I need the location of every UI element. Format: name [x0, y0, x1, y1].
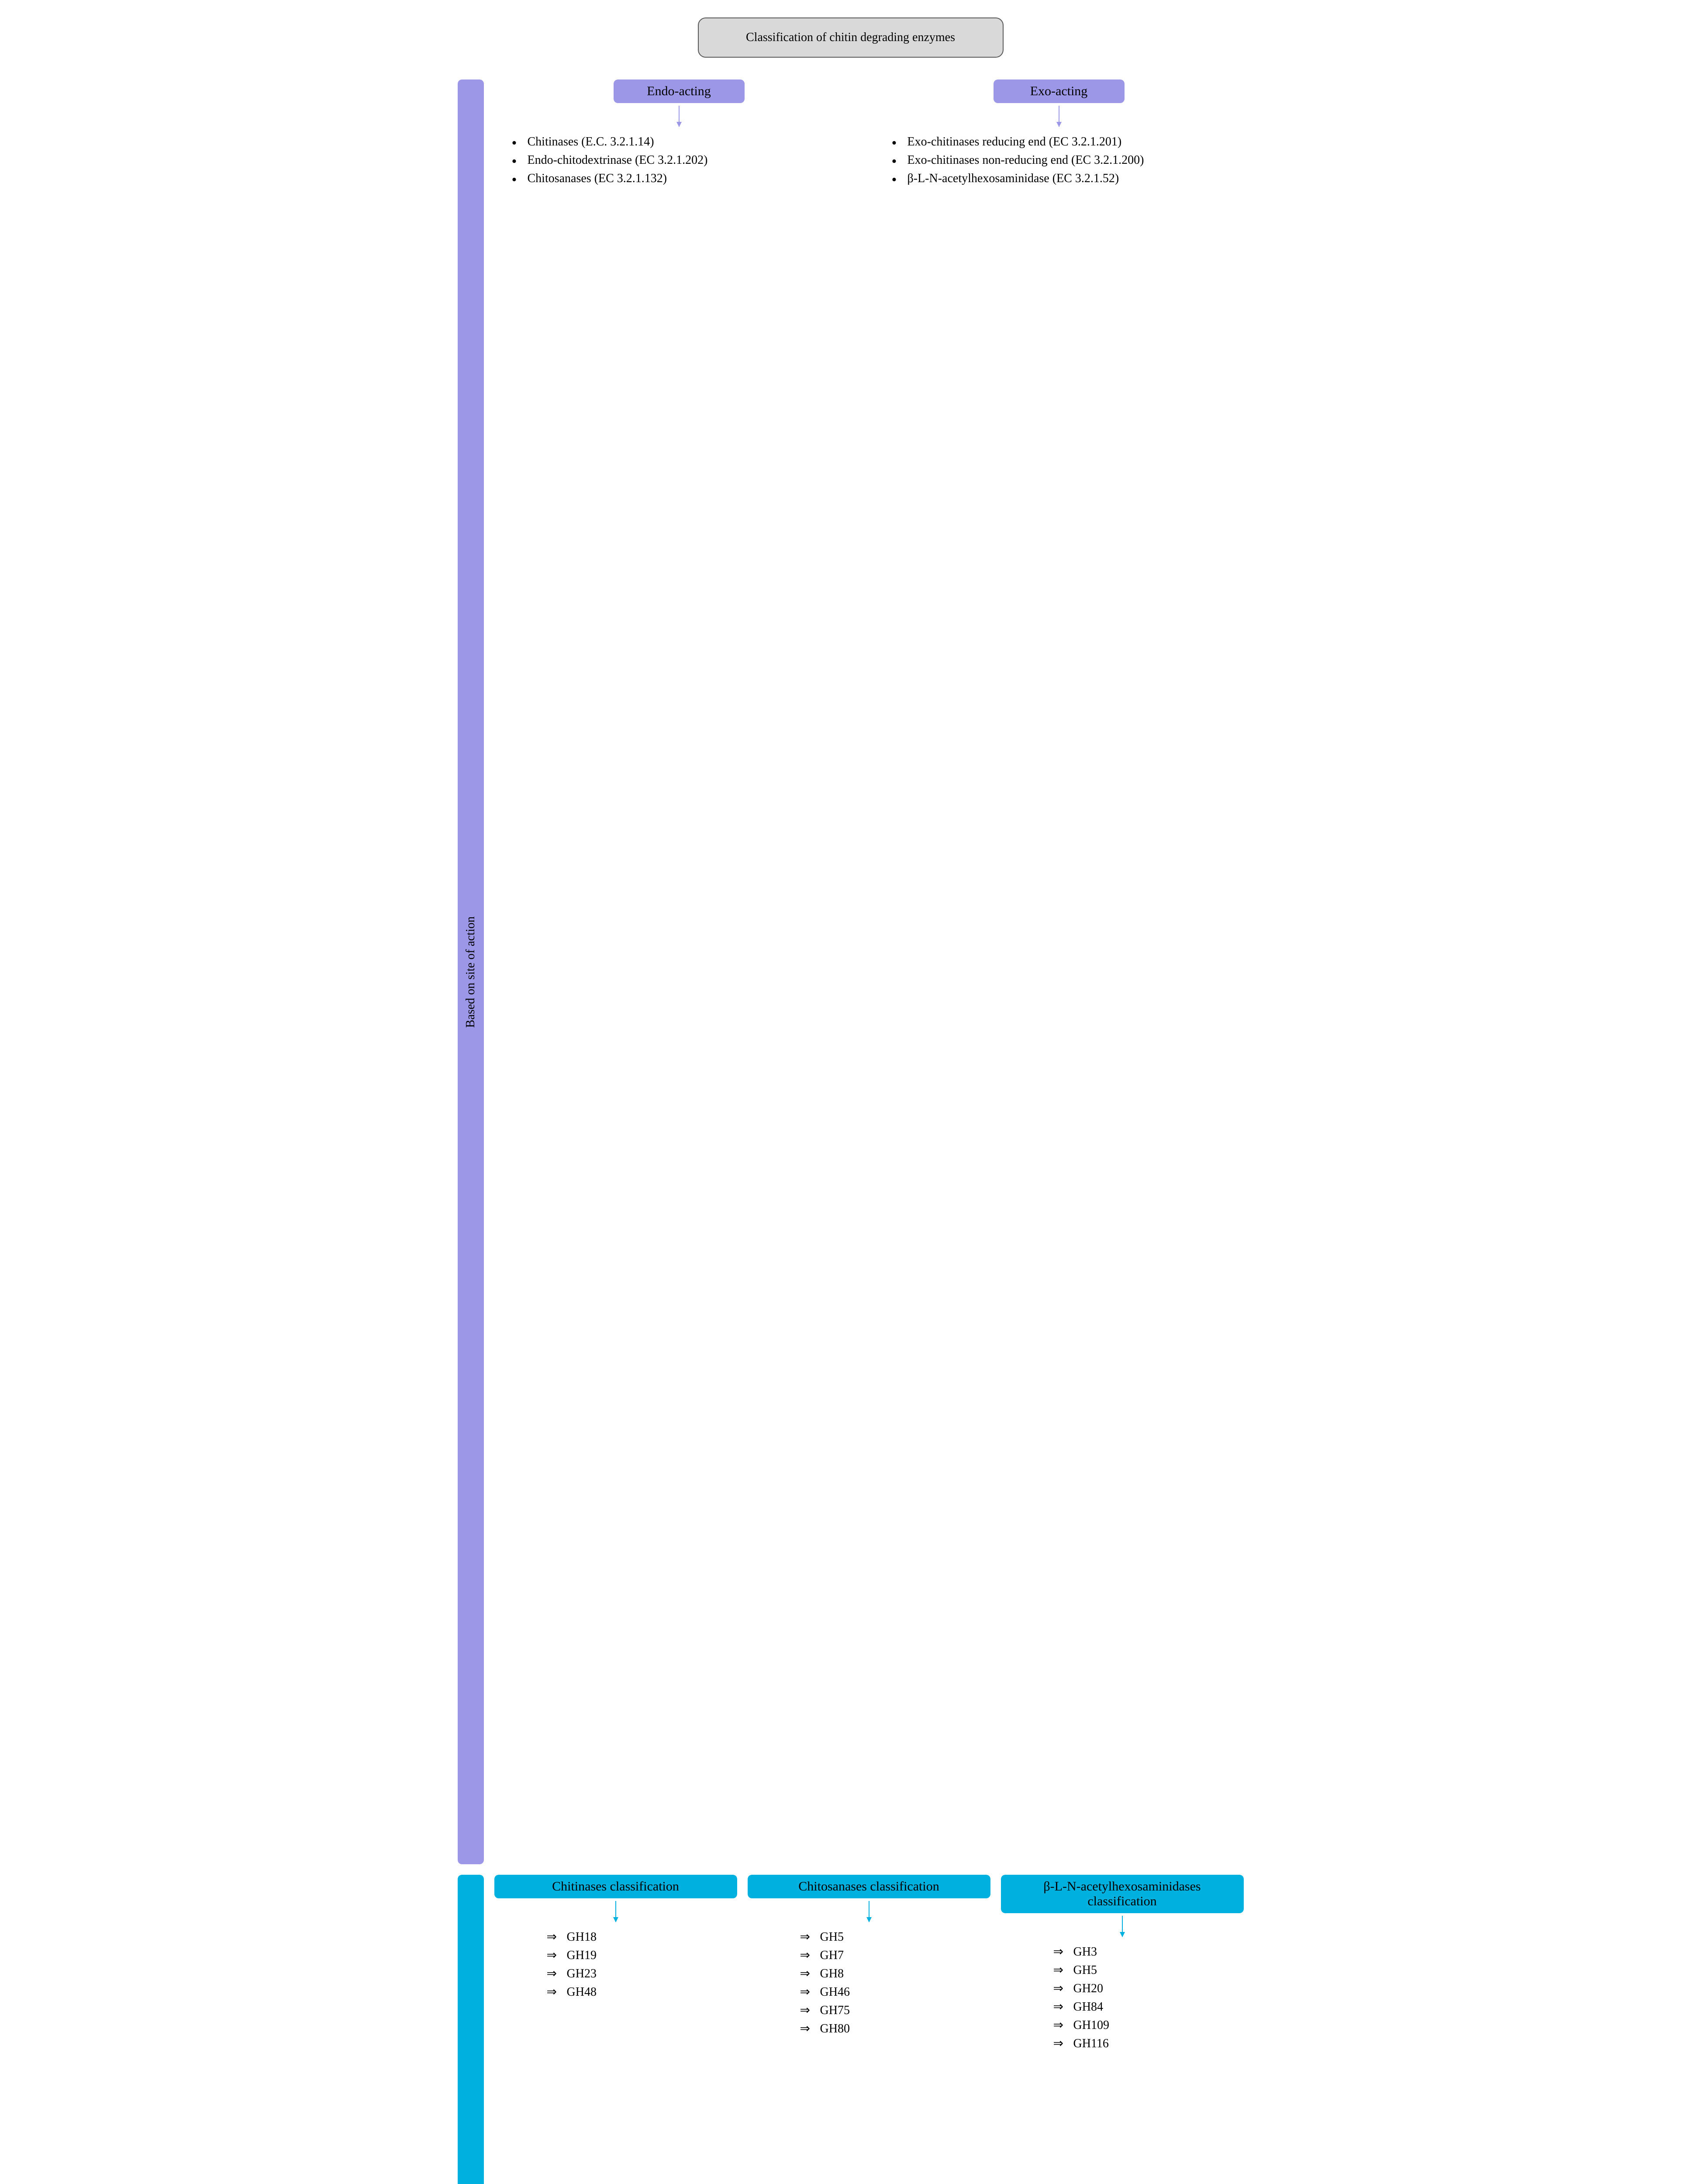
- list-item: GH7: [800, 1946, 990, 1965]
- title-box: Classification of chitin degrading enzym…: [698, 17, 1004, 58]
- list-item: GH84: [1053, 1998, 1244, 2016]
- list-item: GH20: [1053, 1980, 1244, 1998]
- classification-header: β-L-N-acetylhexosaminidases classificati…: [1001, 1875, 1244, 1913]
- list-item: GH5: [800, 1928, 990, 1946]
- list-item: Chitosanases (EC 3.2.1.132): [512, 169, 864, 188]
- exo-enzyme-list: Exo-chitinases reducing end (EC 3.2.1.20…: [874, 133, 1244, 188]
- list-item: GH5: [1053, 1961, 1244, 1980]
- list-item: GH8: [800, 1965, 990, 1983]
- chip-label: Exo-acting: [1030, 84, 1088, 98]
- gh-family-list: GH18GH19GH23GH48: [494, 1928, 737, 2001]
- list-item: Exo-chitinases non-reducing end (EC 3.2.…: [892, 151, 1244, 169]
- classification-header: Chitinases classification: [494, 1875, 737, 1898]
- list-item: GH23: [547, 1965, 737, 1983]
- classification-header: Chitosanases classification: [748, 1875, 990, 1898]
- gh-family-list: GH5GH7GH8GH46GH75GH80: [748, 1928, 990, 2038]
- list-item: GH19: [547, 1946, 737, 1965]
- side-tab-site-of-action: Based on site of action: [458, 79, 484, 1864]
- list-item: GH3: [1053, 1943, 1244, 1961]
- page-title: Classification of chitin degrading enzym…: [746, 31, 955, 44]
- list-item: GH109: [1053, 2016, 1244, 2035]
- header-endo-acting: Endo-acting: [614, 79, 745, 103]
- list-item: GH48: [547, 1983, 737, 2001]
- side-tab-label: Based on site of action: [464, 916, 478, 1027]
- list-item: GH18: [547, 1928, 737, 1946]
- list-item: Exo-chitinases reducing end (EC 3.2.1.20…: [892, 133, 1244, 151]
- list-item: Endo-chitodextrinase (EC 3.2.1.202): [512, 151, 864, 169]
- arrow-down-icon: [1122, 1916, 1123, 1937]
- gh-family-list: GH3GH5GH20GH84GH109GH116: [1001, 1943, 1244, 2053]
- classification-column: Chitinases classification GH18GH19GH23GH4…: [494, 1875, 737, 2060]
- section-amino-acid: Based on amino acid sequence Chitinases …: [458, 1875, 1244, 2184]
- arrow-down-icon: [615, 1901, 616, 1922]
- classification-column: β-L-N-acetylhexosaminidases classificati…: [1001, 1875, 1244, 2060]
- header-exo-acting: Exo-acting: [994, 79, 1125, 103]
- side-tab-amino-acid: Based on amino acid sequence: [458, 1875, 484, 2184]
- list-item: GH116: [1053, 2035, 1244, 2053]
- chip-label: Endo-acting: [647, 84, 711, 98]
- classification-column: Chitosanases classification GH5GH7GH8GH46…: [748, 1875, 990, 2060]
- endo-enzyme-list: Chitinases (E.C. 3.2.1.14)Endo-chitodext…: [494, 133, 864, 188]
- list-item: GH80: [800, 2020, 990, 2038]
- list-item: β-L-N-acetylhexosaminidase (EC 3.2.1.52): [892, 169, 1244, 188]
- list-item: Chitinases (E.C. 3.2.1.14): [512, 133, 864, 151]
- section-site-of-action: Based on site of action Endo-acting Chit…: [458, 79, 1244, 1864]
- list-item: GH75: [800, 2001, 990, 2020]
- list-item: GH46: [800, 1983, 990, 2001]
- arrow-down-icon: [679, 106, 680, 127]
